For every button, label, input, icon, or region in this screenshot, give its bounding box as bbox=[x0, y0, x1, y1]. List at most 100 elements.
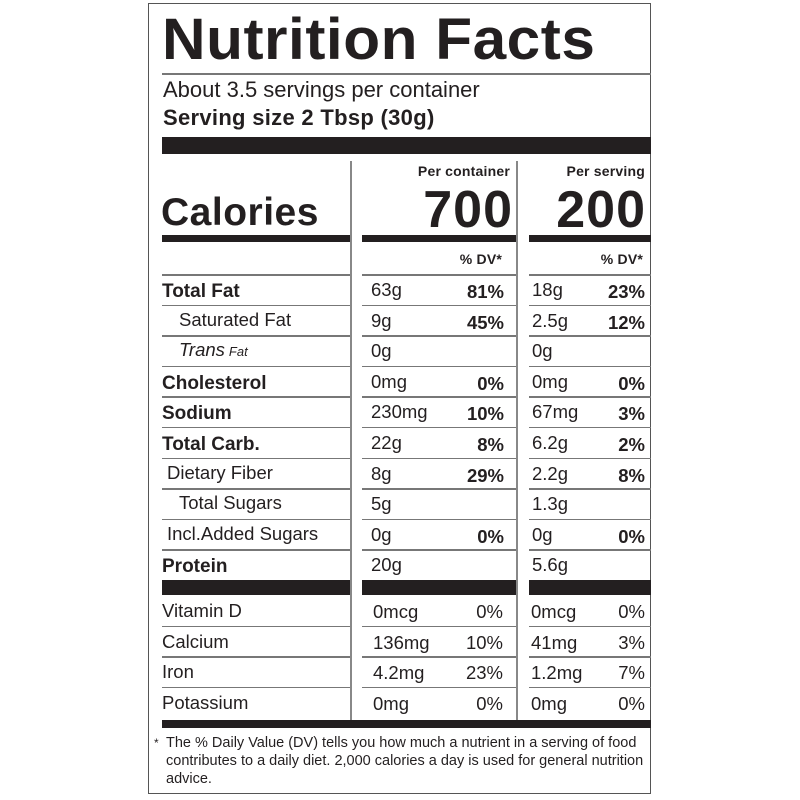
serving-dv: 7% bbox=[618, 662, 645, 683]
row-rule bbox=[162, 304, 350, 307]
serving-amount: 0g bbox=[532, 523, 553, 545]
container-amount: 8g bbox=[371, 462, 392, 484]
vitamin-name: Iron bbox=[162, 661, 194, 682]
calories-per-serving: 200 bbox=[556, 181, 646, 239]
nutrient-row: Cholesterol 0mg 0% 0mg 0% bbox=[149, 367, 652, 398]
nutrient-name: Protein bbox=[162, 556, 228, 578]
serving-amount: 6.2g bbox=[532, 432, 569, 453]
column-divider-right bbox=[516, 161, 518, 721]
vitamin-name: Calcium bbox=[162, 630, 229, 652]
nutrient-row: Total Fat 63g 81% 18g 23% bbox=[149, 275, 652, 307]
nutrient-name: Total Fat bbox=[162, 281, 240, 302]
nutrient-name: Trans Fat bbox=[179, 339, 248, 363]
calories-rule-mid bbox=[362, 235, 516, 242]
serving-amount: 1.3g bbox=[532, 493, 569, 515]
serving-dv: 0% bbox=[618, 525, 645, 547]
row-rule bbox=[362, 549, 516, 551]
row-rule bbox=[162, 365, 350, 368]
row-rule bbox=[362, 457, 516, 460]
nutrient-name: Cholesterol bbox=[162, 372, 267, 394]
serving-amount: 5.6g bbox=[532, 554, 569, 576]
container-amount: 5g bbox=[371, 493, 392, 515]
nutrition-facts-label: Nutrition Facts About 3.5 servings per c… bbox=[148, 3, 651, 794]
serving-amount: 0g bbox=[532, 340, 553, 362]
container-dv: 0% bbox=[476, 601, 503, 622]
footnote-asterisk: * bbox=[154, 736, 159, 750]
nutrient-row: Incl.Added Sugars 0g 0% 0g 0% bbox=[149, 520, 652, 551]
vitamins-divider-right bbox=[529, 580, 651, 595]
container-amount: 4.2mg bbox=[373, 662, 425, 683]
nutrient-name: Total Sugars bbox=[179, 492, 282, 514]
row-rule bbox=[529, 365, 651, 368]
row-rule bbox=[362, 686, 516, 688]
calories-per-container: 700 bbox=[423, 181, 513, 239]
row-rule bbox=[529, 549, 651, 551]
nutrient-name: Incl.Added Sugars bbox=[167, 522, 319, 544]
row-rule bbox=[362, 625, 516, 627]
row-rule bbox=[362, 365, 516, 368]
nutrient-row: Trans Fat 0g 0g bbox=[149, 336, 652, 368]
row-rule bbox=[529, 488, 651, 490]
row-rule bbox=[362, 426, 516, 429]
column-divider-left bbox=[350, 161, 352, 721]
container-dv: 10% bbox=[465, 631, 503, 653]
row-rule bbox=[362, 304, 516, 307]
container-amount: 20g bbox=[371, 554, 402, 576]
container-amount: 136mg bbox=[373, 631, 430, 653]
serving-amount: 2.5g bbox=[532, 309, 569, 331]
per-container-header: Per container bbox=[417, 163, 510, 179]
container-amount: 0mcg bbox=[373, 601, 419, 622]
serving-dv: 23% bbox=[607, 281, 645, 302]
container-dv: 0% bbox=[477, 525, 504, 547]
nutrient-name: Sodium bbox=[162, 403, 232, 425]
container-dv: 45% bbox=[466, 311, 504, 333]
row-rule bbox=[162, 426, 350, 429]
nutrient-name-italic: Trans bbox=[179, 339, 225, 361]
vitamins-divider-mid bbox=[362, 580, 516, 595]
serving-dv: 12% bbox=[607, 311, 645, 333]
row-rule bbox=[162, 488, 350, 490]
serving-dv: 3% bbox=[618, 403, 645, 425]
nutrient-row: Saturated Fat 9g 45% 2.5g 12% bbox=[149, 306, 652, 337]
serving-dv: 8% bbox=[618, 464, 645, 486]
nutrient-name-suffix: Fat bbox=[228, 344, 248, 360]
container-amount: 0mg bbox=[371, 370, 407, 392]
row-rule bbox=[529, 686, 651, 688]
footnote-text: The % Daily Value (DV) tells you how muc… bbox=[166, 735, 644, 787]
row-rule bbox=[529, 518, 651, 521]
serving-divider-thick bbox=[162, 137, 651, 154]
vitamin-row: Calcium 136mg 10% 41mg 3% bbox=[149, 627, 652, 658]
serving-size: Serving size 2 Tbsp (30g) bbox=[163, 105, 435, 130]
row-rule bbox=[362, 335, 516, 337]
nutrient-name: Total Carb. bbox=[162, 434, 260, 455]
title-divider bbox=[162, 73, 651, 75]
nutrient-name: Saturated Fat bbox=[179, 308, 292, 330]
container-dv: 8% bbox=[477, 434, 504, 455]
row-rule bbox=[162, 274, 350, 276]
row-rule bbox=[529, 625, 651, 627]
footnote-divider-thick bbox=[162, 720, 651, 728]
calories-rule-left bbox=[162, 235, 350, 242]
container-dv: 10% bbox=[466, 403, 504, 425]
servings-per-container: About 3.5 servings per container bbox=[163, 77, 480, 102]
dv-header-container: % DV* bbox=[459, 251, 502, 267]
vitamin-name: Vitamin D bbox=[162, 600, 242, 621]
row-rule bbox=[362, 488, 516, 490]
calories-rule-right bbox=[529, 235, 651, 242]
serving-amount: 18g bbox=[532, 279, 563, 300]
row-rule bbox=[162, 625, 350, 627]
row-rule bbox=[362, 656, 516, 658]
row-rule bbox=[529, 457, 651, 460]
row-rule bbox=[162, 549, 350, 551]
nutrient-row: Total Sugars 5g 1.3g bbox=[149, 489, 652, 521]
container-amount: 22g bbox=[371, 432, 402, 453]
serving-amount: 0mcg bbox=[531, 601, 577, 622]
vitamin-row: Iron 4.2mg 23% 1.2mg 7% bbox=[149, 657, 652, 688]
serving-amount: 67mg bbox=[532, 401, 579, 423]
vitamins-divider-left bbox=[162, 580, 350, 595]
container-amount: 9g bbox=[371, 309, 392, 331]
serving-amount: 1.2mg bbox=[531, 662, 583, 683]
container-amount: 230mg bbox=[371, 401, 428, 423]
calories-label: Calories bbox=[161, 191, 319, 234]
row-rule bbox=[529, 335, 651, 337]
